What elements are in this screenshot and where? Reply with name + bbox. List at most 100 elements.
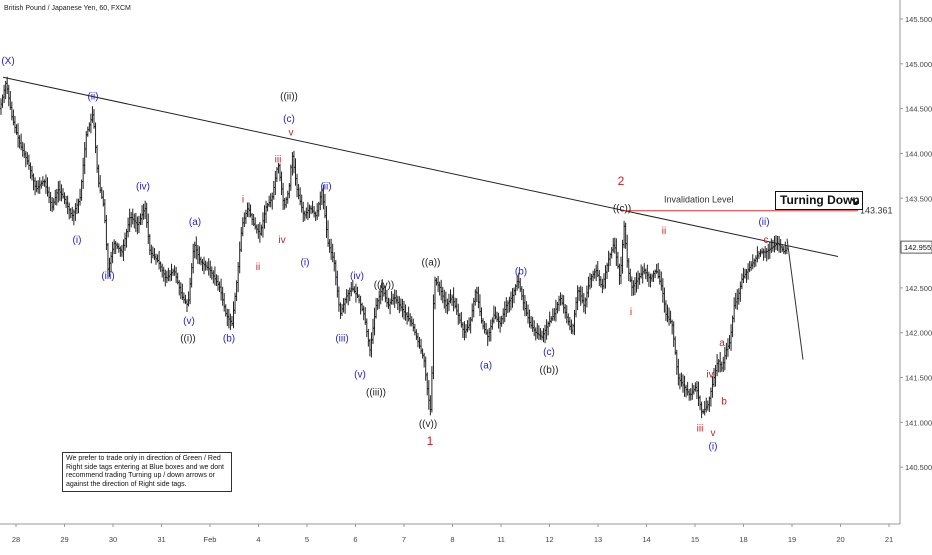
ohlc-bar — [643, 263, 646, 275]
wave-label: ii — [662, 226, 666, 237]
ohlc-bar — [337, 286, 341, 312]
invalidation-value: 143.361 — [860, 206, 893, 216]
ohlc-bar — [495, 311, 499, 322]
wave-label: i — [630, 307, 632, 318]
ohlc-bar — [773, 235, 776, 253]
ohlc-bar — [238, 241, 241, 274]
x-tick-label: 7 — [402, 535, 406, 544]
ohlc-bar — [768, 241, 771, 259]
ohlc-bar — [739, 281, 742, 302]
ohlc-bar — [574, 297, 578, 318]
ohlc-bar — [241, 217, 244, 237]
y-tick-label: 140.500 — [905, 463, 932, 472]
ohlc-bar — [450, 294, 454, 307]
wave-label: ((ii)) — [280, 92, 298, 103]
x-tick-label: 20 — [836, 535, 844, 544]
ohlc-bar — [306, 202, 310, 221]
ohlc-bar — [705, 397, 708, 413]
wave-label: i — [242, 195, 244, 206]
ohlc-bar — [41, 176, 45, 186]
ohlc-bar — [666, 304, 669, 323]
ohlc-bar — [404, 304, 407, 321]
ohlc-bar — [120, 244, 124, 257]
ohlc-bar — [753, 258, 756, 268]
ohlc-bar — [75, 198, 79, 215]
ohlc-bar — [221, 286, 224, 306]
ohlc-bar — [683, 375, 686, 397]
y-tick-label: 145.000 — [905, 60, 932, 69]
ohlc-bar — [740, 273, 744, 290]
wave-label: (v) — [354, 370, 366, 381]
ohlc-bar — [126, 217, 130, 238]
ohlc-bar — [26, 152, 29, 165]
ohlc-bar — [508, 296, 511, 313]
ohlc-bar — [30, 165, 34, 181]
ohlc-bar — [537, 325, 541, 341]
ohlc-bar — [244, 209, 248, 225]
ohlc-bar — [223, 293, 226, 312]
ohlc-bar — [171, 268, 175, 276]
ohlc-bar — [153, 248, 156, 261]
ohlc-bar — [460, 311, 463, 328]
ohlc-bar — [556, 301, 559, 314]
ohlc-bar — [528, 309, 531, 328]
ohlc-bar — [19, 133, 23, 151]
ohlc-bar — [557, 295, 561, 312]
ohlc-bar — [92, 109, 96, 129]
ohlc-bar — [664, 300, 668, 322]
ohlc-bar — [399, 298, 403, 312]
ohlc-bar — [736, 289, 739, 310]
x-tick-label: 31 — [157, 535, 165, 544]
ohlc-bar — [697, 381, 700, 406]
ohlc-bar — [503, 301, 506, 323]
wave-label: ((iii)) — [366, 387, 386, 398]
ohlc-bar — [520, 286, 523, 301]
ohlc-bar — [374, 298, 378, 319]
ohlc-bar — [483, 321, 486, 334]
ohlc-bar — [81, 157, 85, 189]
ohlc-bar — [466, 320, 469, 333]
x-tick-label: 13 — [594, 535, 602, 544]
ohlc-bar — [533, 320, 536, 337]
ohlc-bar — [112, 239, 116, 255]
ohlc-bar — [591, 270, 595, 282]
ohlc-bar — [316, 203, 319, 221]
ohlc-bar — [235, 280, 238, 302]
ohlc-bar — [663, 287, 666, 313]
wave-label: v — [711, 428, 716, 439]
ohlc-bar — [443, 289, 446, 309]
ohlc-bar — [680, 372, 683, 387]
ohlc-bar — [254, 217, 257, 230]
ohlc-bar — [636, 270, 640, 290]
ohlc-bar — [347, 289, 350, 306]
ohlc-bar — [292, 150, 296, 174]
ohlc-bar — [677, 358, 680, 386]
ohlc-bar — [309, 205, 313, 215]
ohlc-bar — [298, 187, 302, 206]
y-tick-label: 144.000 — [905, 149, 932, 158]
ohlc-bar — [226, 308, 229, 326]
wave-label: (b) — [515, 266, 527, 277]
ohlc-bar — [114, 240, 117, 254]
ohlc-bar — [652, 270, 655, 282]
ohlc-bar — [103, 199, 107, 224]
ohlc-bar — [128, 208, 131, 232]
ohlc-bar — [506, 300, 510, 314]
ohlc-bar — [421, 348, 424, 359]
ohlc-bar — [413, 323, 417, 336]
ohlc-bar — [426, 372, 429, 396]
ohlc-bar — [360, 302, 364, 312]
ohlc-bar — [207, 258, 210, 276]
ohlc-bar — [405, 311, 409, 325]
x-tick-label: 8 — [450, 535, 454, 544]
ohlc-bar — [564, 304, 567, 319]
ohlc-bar — [653, 269, 657, 279]
wave-label: (a) — [480, 361, 492, 372]
ohlc-bar — [77, 198, 80, 214]
ohlc-bar — [525, 301, 528, 317]
ohlc-bar — [342, 298, 345, 313]
current-price-label: 142.955 — [904, 243, 931, 252]
ohlc-bar — [131, 208, 134, 225]
